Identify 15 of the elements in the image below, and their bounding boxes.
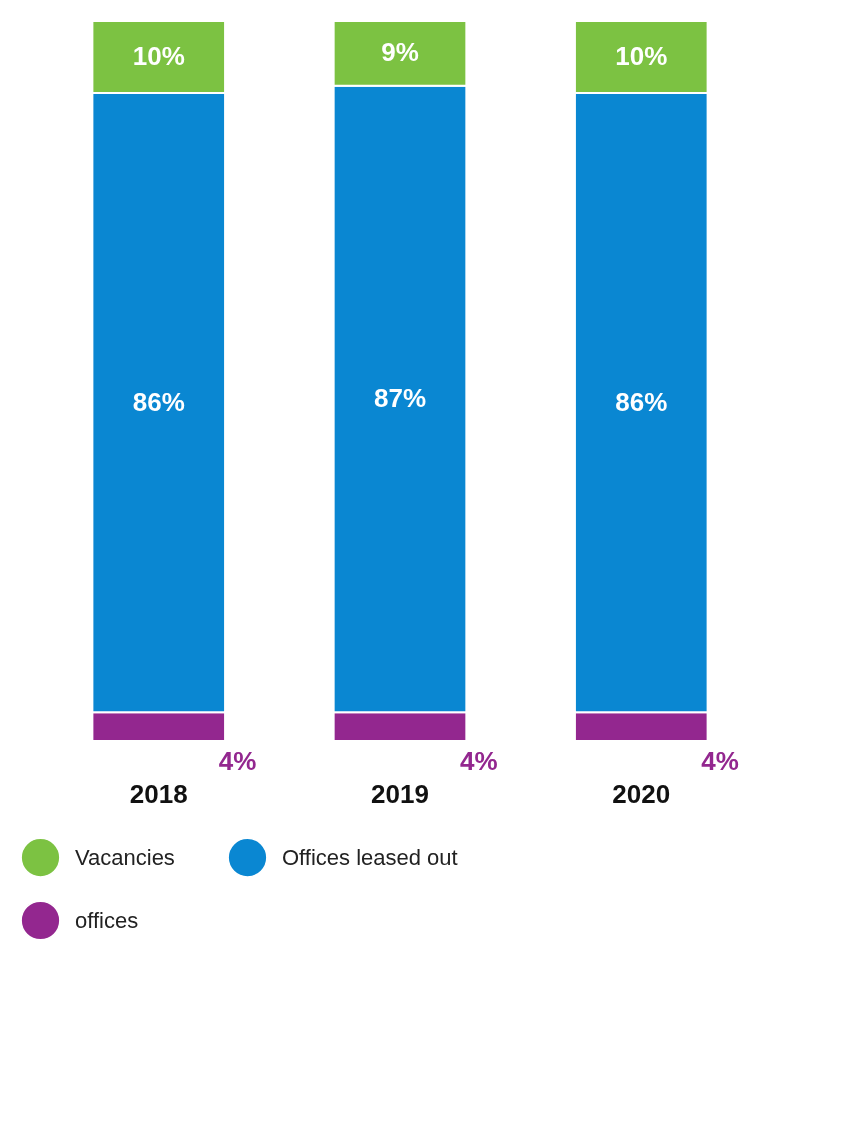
data-label: 9% bbox=[381, 37, 419, 68]
x-tick-label: 2020 bbox=[612, 778, 671, 809]
data-label: 10% bbox=[615, 41, 668, 71]
legend-label: offices bbox=[75, 907, 139, 933]
legend-label: Vacancies bbox=[75, 844, 175, 870]
data-label: 87% bbox=[373, 383, 427, 413]
data-label: 4% bbox=[460, 746, 498, 776]
x-tick-label: 2018 bbox=[129, 778, 188, 809]
legend-label: Offices leased out bbox=[282, 844, 458, 870]
x-tick-label: 2019 bbox=[371, 778, 429, 809]
data-label: 86% bbox=[132, 386, 185, 417]
data-label: 86% bbox=[615, 386, 668, 417]
data-label: 4% bbox=[701, 746, 739, 776]
data-label: 10% bbox=[132, 41, 185, 71]
data-label: 4% bbox=[218, 746, 257, 776]
